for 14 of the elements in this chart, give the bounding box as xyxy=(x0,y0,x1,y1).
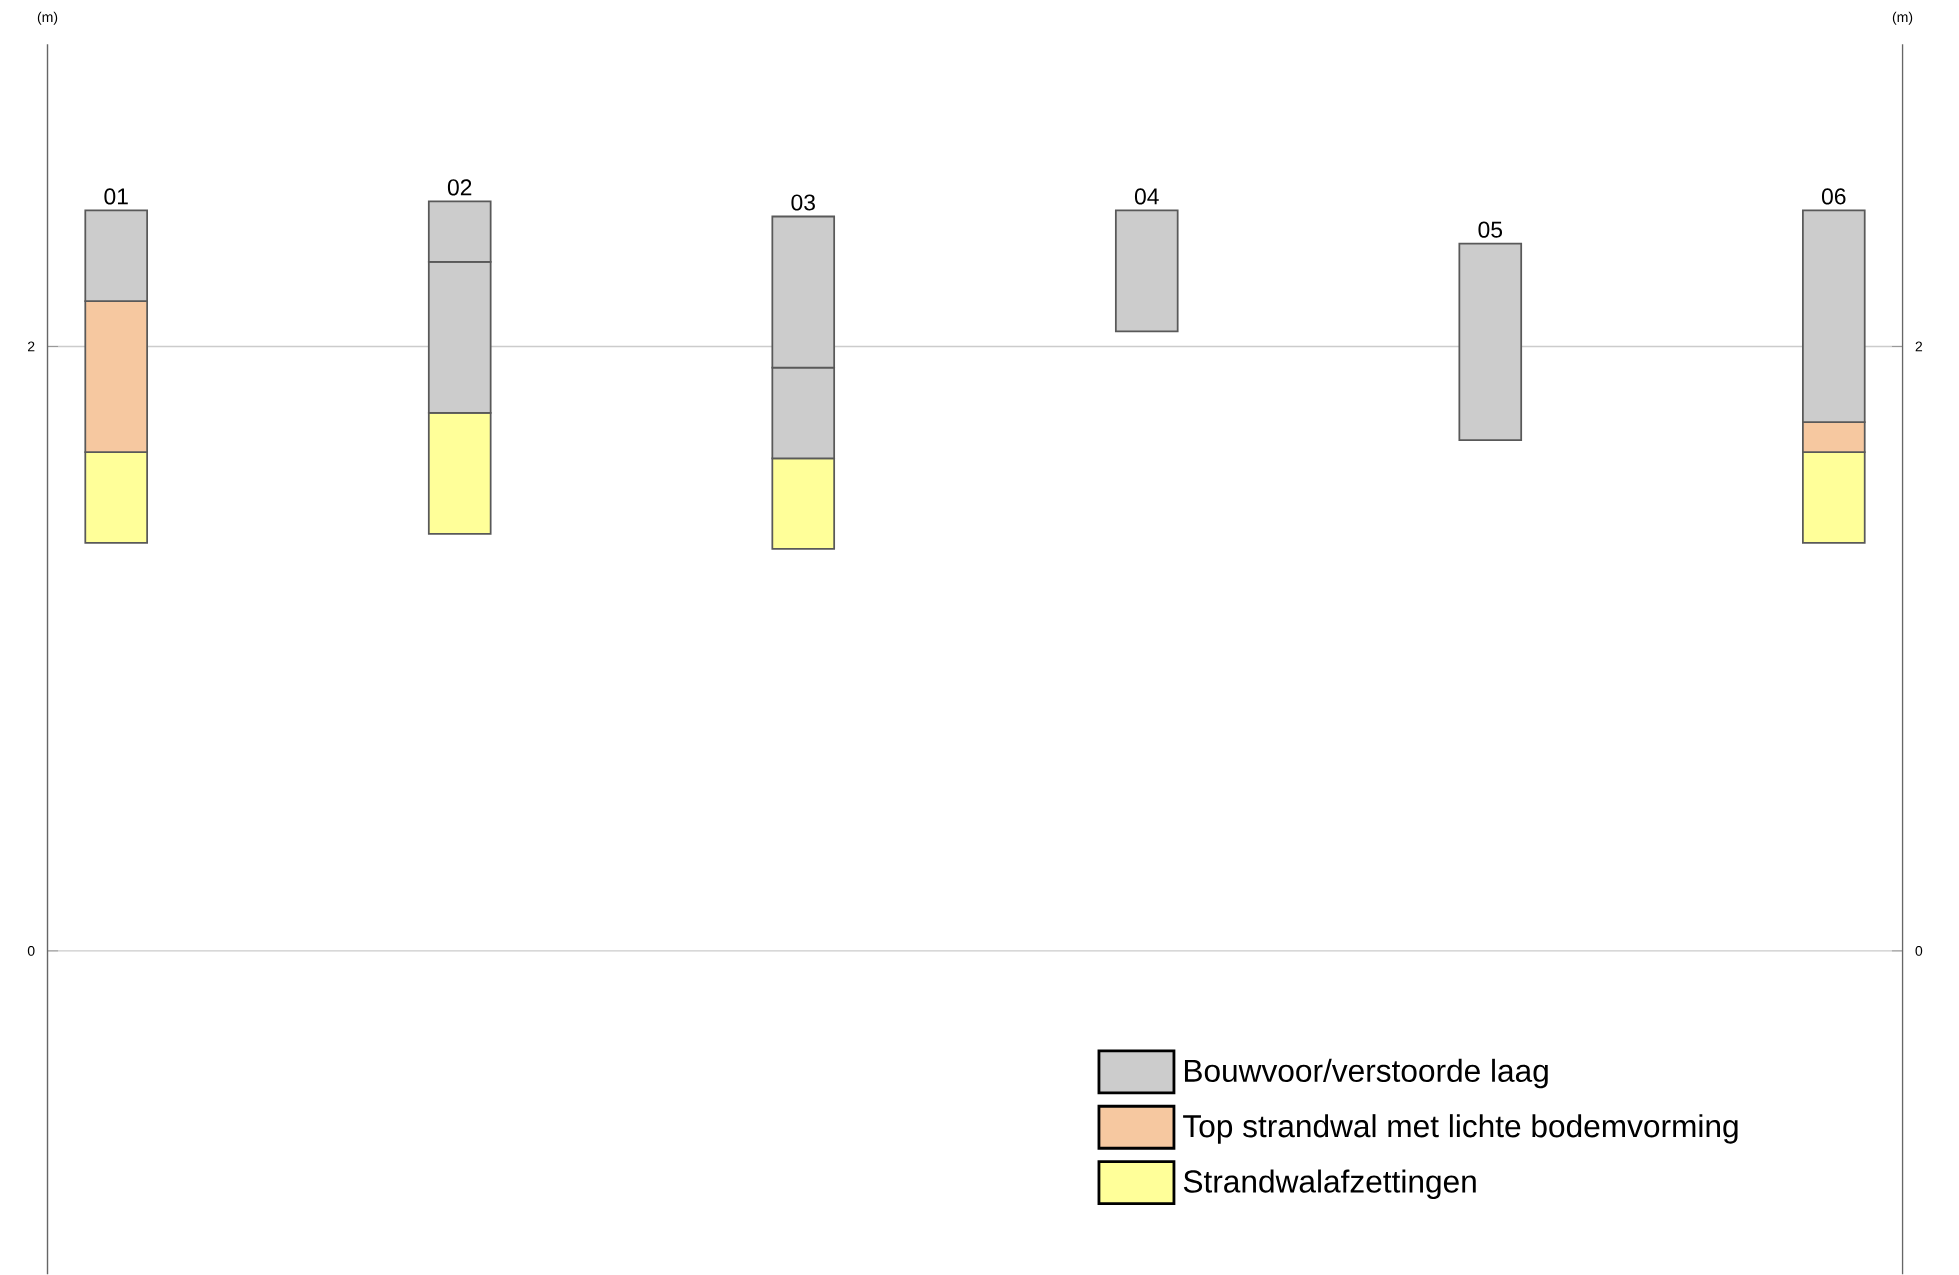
y-axis-title: (m) xyxy=(37,11,58,25)
legend-label: Strandwalafzettingen xyxy=(1183,1169,1476,1199)
y2-axis-title: (m) xyxy=(1892,11,1913,25)
bar xyxy=(1114,209,1179,333)
x-tick-label: 03 xyxy=(791,194,815,211)
x-tick-label: 01 xyxy=(104,188,128,205)
x-tick-label: 04 xyxy=(1134,188,1159,205)
x-tick-label: 05 xyxy=(1478,221,1503,238)
x-tick-label: 06 xyxy=(1821,188,1846,205)
y2-tick-label: 2 xyxy=(1915,341,1923,352)
legend-label: Bouwvoor/verstoorde laag xyxy=(1184,1058,1548,1089)
x-tick-label: 02 xyxy=(447,179,472,196)
y2-tick-label: 0 xyxy=(1915,945,1923,956)
legend-label: Top strandwal met lichte bodemvorming xyxy=(1183,1114,1738,1144)
